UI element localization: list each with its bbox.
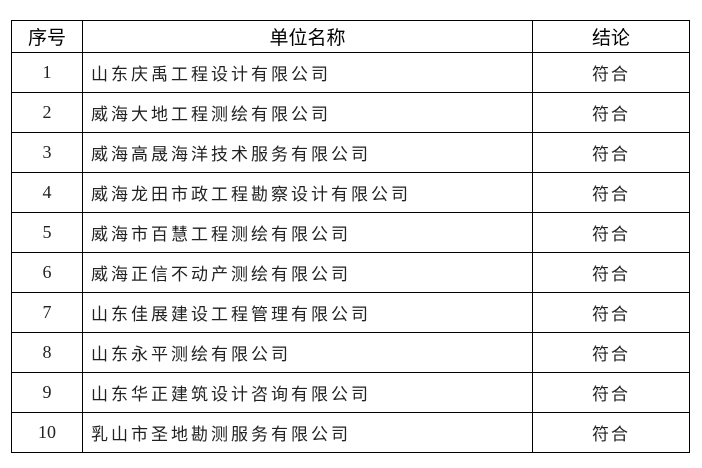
row-result: 符合 [532,172,690,213]
row-result: 符合 [532,372,690,413]
row-name: 威海市百慧工程测绘有限公司 [82,212,533,253]
row-index: 2 [11,92,83,133]
table-header-row: 序号 单位名称 结论 [11,20,690,53]
table-row: 8 山东永平测绘有限公司 符合 [11,332,690,373]
row-name: 乳山市圣地勘测服务有限公司 [82,412,533,453]
row-index: 3 [11,132,83,173]
table-row: 3 威海高晟海洋技术服务有限公司 符合 [11,132,690,173]
row-index: 1 [11,52,83,93]
row-index: 4 [11,172,83,213]
row-result: 符合 [532,92,690,133]
row-name: 威海高晟海洋技术服务有限公司 [82,132,533,173]
header-index: 序号 [11,20,83,53]
row-name: 山东庆禹工程设计有限公司 [82,52,533,93]
row-result: 符合 [532,292,690,333]
row-name: 威海大地工程测绘有限公司 [82,92,533,133]
table-row: 1 山东庆禹工程设计有限公司 符合 [11,52,690,93]
row-name: 威海龙田市政工程勘察设计有限公司 [82,172,533,213]
header-result: 结论 [532,20,690,53]
row-index: 10 [11,412,83,453]
row-result: 符合 [532,212,690,253]
table-row: 5 威海市百慧工程测绘有限公司 符合 [11,212,690,253]
row-name: 山东永平测绘有限公司 [82,332,533,373]
row-index: 6 [11,252,83,293]
table-row: 4 威海龙田市政工程勘察设计有限公司 符合 [11,172,690,213]
row-index: 9 [11,372,83,413]
table-row: 10 乳山市圣地勘测服务有限公司 符合 [11,412,690,453]
row-result: 符合 [532,412,690,453]
row-name: 威海正信不动产测绘有限公司 [82,252,533,293]
row-index: 7 [11,292,83,333]
row-result: 符合 [532,252,690,293]
table-row: 7 山东佳展建设工程管理有限公司 符合 [11,292,690,333]
row-name: 山东佳展建设工程管理有限公司 [82,292,533,333]
results-table: 序号 单位名称 结论 1 山东庆禹工程设计有限公司 符合 2 威海大地工程测绘有限公司符… [11,20,690,453]
row-result: 符合 [532,132,690,173]
row-result: 符合 [532,52,690,93]
row-index: 8 [11,332,83,373]
row-result: 符合 [532,332,690,373]
table-row: 9 山东华正建筑设计咨询有限公司 符合 [11,372,690,413]
row-name: 山东华正建筑设计咨询有限公司 [82,372,533,413]
header-name: 单位名称 [82,20,533,53]
table-row: 2 威海大地工程测绘有限公司 符合 [11,92,690,133]
row-index: 5 [11,212,83,253]
table-row: 6 威海正信不动产测绘有限公司 符合 [11,252,690,293]
